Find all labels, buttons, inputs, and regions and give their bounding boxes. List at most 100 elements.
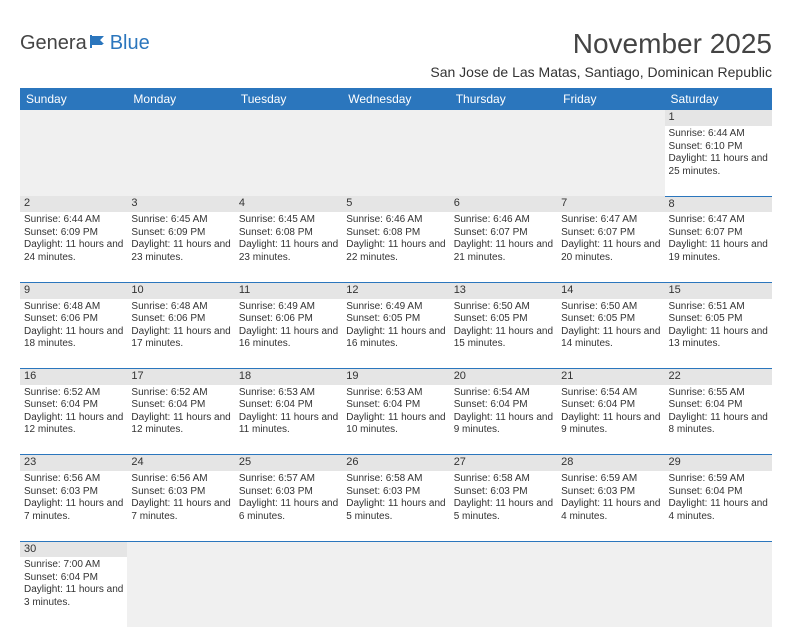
- day-cell: Sunrise: 6:52 AMSunset: 6:04 PMDaylight:…: [127, 385, 234, 455]
- day-cell: [450, 126, 557, 196]
- day-number: 9: [20, 282, 127, 298]
- sunset-line: Sunset: 6:09 PM: [131, 227, 230, 240]
- sunset-line: Sunset: 6:04 PM: [454, 399, 553, 412]
- day-cell: Sunrise: 6:47 AMSunset: 6:07 PMDaylight:…: [557, 212, 664, 282]
- daylight-line: Daylight: 11 hours and 17 minutes.: [131, 326, 230, 351]
- week-row: Sunrise: 6:44 AMSunset: 6:10 PMDaylight:…: [20, 126, 772, 196]
- calendar-table: SundayMondayTuesdayWednesdayThursdayFrid…: [20, 88, 772, 627]
- sunrise-line: Sunrise: 6:52 AM: [131, 387, 230, 400]
- day-cell: Sunrise: 6:49 AMSunset: 6:05 PMDaylight:…: [342, 299, 449, 369]
- daylight-line: Daylight: 11 hours and 3 minutes.: [24, 584, 123, 609]
- day-number: 6: [450, 196, 557, 212]
- day-cell: [665, 557, 772, 627]
- daylight-line: Daylight: 11 hours and 25 minutes.: [669, 153, 768, 178]
- week-row: Sunrise: 6:52 AMSunset: 6:04 PMDaylight:…: [20, 385, 772, 455]
- sunset-line: Sunset: 6:03 PM: [239, 486, 338, 499]
- sunset-line: Sunset: 6:03 PM: [131, 486, 230, 499]
- header: Genera Blue November 2025 San Jose de La…: [20, 28, 772, 80]
- sunrise-line: Sunrise: 6:45 AM: [239, 214, 338, 227]
- sunset-line: Sunset: 6:04 PM: [131, 399, 230, 412]
- logo-text-1: Genera: [20, 32, 87, 55]
- sunrise-line: Sunrise: 6:49 AM: [346, 301, 445, 314]
- day-number: 18: [235, 369, 342, 385]
- sunset-line: Sunset: 6:06 PM: [24, 313, 123, 326]
- day-cell: Sunrise: 6:58 AMSunset: 6:03 PMDaylight:…: [342, 471, 449, 541]
- day-cell: [235, 126, 342, 196]
- day-number: [235, 541, 342, 557]
- sunrise-line: Sunrise: 6:49 AM: [239, 301, 338, 314]
- daylight-line: Daylight: 11 hours and 19 minutes.: [669, 239, 768, 264]
- sunset-line: Sunset: 6:03 PM: [454, 486, 553, 499]
- daylight-line: Daylight: 11 hours and 10 minutes.: [346, 412, 445, 437]
- sunset-line: Sunset: 6:04 PM: [24, 399, 123, 412]
- sunset-line: Sunset: 6:04 PM: [669, 486, 768, 499]
- day-cell: Sunrise: 6:53 AMSunset: 6:04 PMDaylight:…: [342, 385, 449, 455]
- sunset-line: Sunset: 6:07 PM: [669, 227, 768, 240]
- daylight-line: Daylight: 11 hours and 9 minutes.: [561, 412, 660, 437]
- sunset-line: Sunset: 6:05 PM: [669, 313, 768, 326]
- day-cell: [20, 126, 127, 196]
- day-number: 24: [127, 455, 234, 471]
- day-cell: [235, 557, 342, 627]
- week-row: Sunrise: 6:44 AMSunset: 6:09 PMDaylight:…: [20, 212, 772, 282]
- day-number: 16: [20, 369, 127, 385]
- day-header: Thursday: [450, 88, 557, 110]
- day-number: 25: [235, 455, 342, 471]
- sunset-line: Sunset: 6:03 PM: [346, 486, 445, 499]
- day-cell: Sunrise: 6:56 AMSunset: 6:03 PMDaylight:…: [127, 471, 234, 541]
- daynum-row: 16171819202122: [20, 369, 772, 385]
- day-cell: Sunrise: 6:44 AMSunset: 6:09 PMDaylight:…: [20, 212, 127, 282]
- day-header: Monday: [127, 88, 234, 110]
- daylight-line: Daylight: 11 hours and 22 minutes.: [346, 239, 445, 264]
- sunset-line: Sunset: 6:07 PM: [454, 227, 553, 240]
- day-cell: [342, 557, 449, 627]
- sunrise-line: Sunrise: 6:48 AM: [131, 301, 230, 314]
- sunrise-line: Sunrise: 6:46 AM: [454, 214, 553, 227]
- sunrise-line: Sunrise: 6:53 AM: [346, 387, 445, 400]
- page-subtitle: San Jose de Las Matas, Santiago, Dominic…: [430, 64, 772, 80]
- day-number: 17: [127, 369, 234, 385]
- daylight-line: Daylight: 11 hours and 6 minutes.: [239, 498, 338, 523]
- daylight-line: Daylight: 11 hours and 4 minutes.: [669, 498, 768, 523]
- day-number: 14: [557, 282, 664, 298]
- daylight-line: Daylight: 11 hours and 24 minutes.: [24, 239, 123, 264]
- day-cell: Sunrise: 6:44 AMSunset: 6:10 PMDaylight:…: [665, 126, 772, 196]
- day-number: 12: [342, 282, 449, 298]
- calendar-page: Genera Blue November 2025 San Jose de La…: [0, 0, 792, 637]
- daynum-row: 23242526272829: [20, 455, 772, 471]
- sunset-line: Sunset: 6:08 PM: [346, 227, 445, 240]
- daylight-line: Daylight: 11 hours and 18 minutes.: [24, 326, 123, 351]
- week-row: Sunrise: 6:48 AMSunset: 6:06 PMDaylight:…: [20, 299, 772, 369]
- day-cell: Sunrise: 6:54 AMSunset: 6:04 PMDaylight:…: [450, 385, 557, 455]
- day-number: 28: [557, 455, 664, 471]
- day-number: 4: [235, 196, 342, 212]
- day-number: 22: [665, 369, 772, 385]
- daylight-line: Daylight: 11 hours and 14 minutes.: [561, 326, 660, 351]
- sunrise-line: Sunrise: 6:58 AM: [454, 473, 553, 486]
- day-number: [342, 110, 449, 126]
- sunset-line: Sunset: 6:08 PM: [239, 227, 338, 240]
- daylight-line: Daylight: 11 hours and 12 minutes.: [24, 412, 123, 437]
- daynum-row: 30: [20, 541, 772, 557]
- day-number: [127, 110, 234, 126]
- day-cell: Sunrise: 6:55 AMSunset: 6:04 PMDaylight:…: [665, 385, 772, 455]
- day-number: [450, 110, 557, 126]
- sunset-line: Sunset: 6:04 PM: [669, 399, 768, 412]
- day-number: 15: [665, 282, 772, 298]
- daylight-line: Daylight: 11 hours and 11 minutes.: [239, 412, 338, 437]
- day-number: 29: [665, 455, 772, 471]
- sunrise-line: Sunrise: 6:53 AM: [239, 387, 338, 400]
- sunset-line: Sunset: 6:03 PM: [561, 486, 660, 499]
- day-cell: [557, 557, 664, 627]
- daylight-line: Daylight: 11 hours and 5 minutes.: [454, 498, 553, 523]
- sunrise-line: Sunrise: 6:57 AM: [239, 473, 338, 486]
- day-number: 1: [665, 110, 772, 126]
- day-number: [557, 110, 664, 126]
- day-cell: Sunrise: 6:53 AMSunset: 6:04 PMDaylight:…: [235, 385, 342, 455]
- day-header: Wednesday: [342, 88, 449, 110]
- day-cell: [450, 557, 557, 627]
- daylight-line: Daylight: 11 hours and 7 minutes.: [131, 498, 230, 523]
- day-header: Saturday: [665, 88, 772, 110]
- day-cell: Sunrise: 6:45 AMSunset: 6:08 PMDaylight:…: [235, 212, 342, 282]
- day-number: 23: [20, 455, 127, 471]
